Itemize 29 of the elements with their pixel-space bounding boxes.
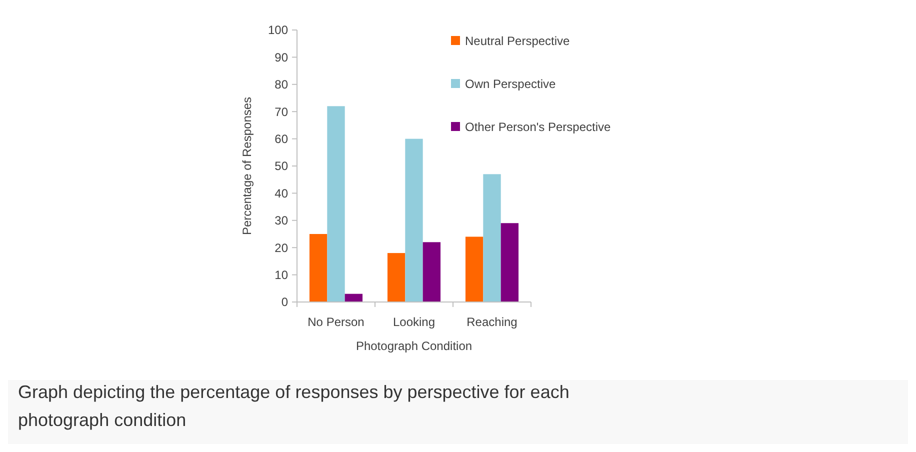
- bar: [344, 294, 363, 302]
- y-tick-label: 80: [274, 78, 288, 92]
- bar: [422, 242, 441, 302]
- y-tick-label: 60: [274, 132, 288, 146]
- y-axis-title: Percentage of Responses: [240, 96, 254, 236]
- x-axis-title: Photograph Condition: [356, 339, 472, 353]
- bar: [500, 223, 519, 302]
- bar: [327, 106, 345, 302]
- y-tick-label: 10: [274, 268, 288, 282]
- bar: [483, 174, 501, 302]
- bar: [465, 236, 484, 302]
- y-tick-label: 30: [274, 214, 288, 228]
- y-tick-label: 90: [274, 50, 288, 64]
- x-tick-label: Looking: [392, 315, 436, 329]
- bar: [387, 253, 406, 302]
- y-tick-label: 100: [268, 23, 288, 38]
- legend-label: Other Person's Perspective: [465, 120, 612, 134]
- text: Graph depicting the percentage of responses by perspective for each photograph condition: [18, 382, 570, 430]
- x-tick-label: Reaching: [466, 315, 518, 329]
- bar: [405, 138, 423, 302]
- bar: [309, 234, 328, 302]
- y-tick-label: 0: [281, 295, 288, 310]
- y-tick-label: 70: [274, 104, 288, 119]
- x-tick-label: No Person: [308, 315, 364, 329]
- legend-label: Own Perspective: [465, 77, 556, 92]
- y-tick-label: 20: [274, 240, 288, 255]
- y-tick-label: 40: [274, 186, 288, 200]
- legend-label: Neutral Perspective: [465, 34, 570, 48]
- y-tick-label: 50: [274, 159, 288, 174]
